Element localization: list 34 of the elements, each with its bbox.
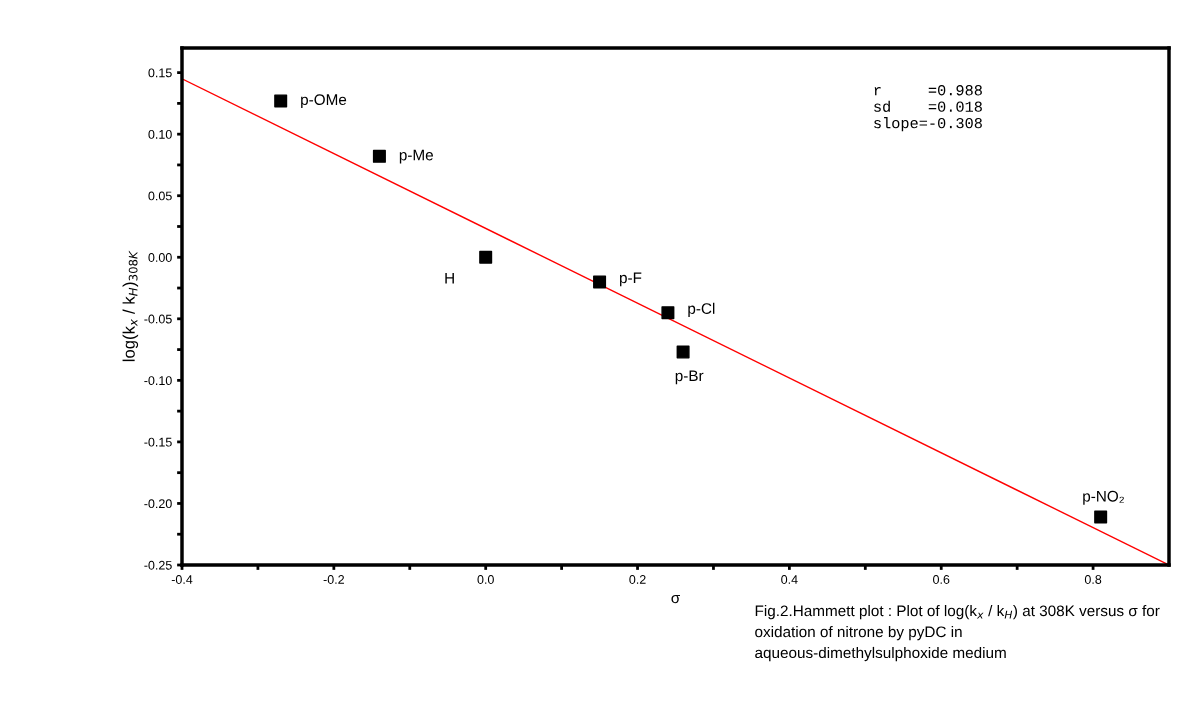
y-tick-label: 0.10 xyxy=(148,129,172,139)
text: Fig.2.Hammett plot : Plot of log(k$_{x}$ / k$_{H}$) at 308K versus σ for oxidation of nitrone by pyDC in aqueous-dimethylsulphoxide medium xyxy=(755,605,1160,662)
point xyxy=(479,250,493,264)
annotation: p-Cl xyxy=(688,302,715,317)
y-tick-label: -0.25 xyxy=(144,560,172,570)
x-tick-label: -0.2 xyxy=(323,575,344,584)
annotation: p-Me xyxy=(399,149,433,164)
annotation: H xyxy=(445,272,454,284)
point xyxy=(661,306,675,320)
y-tick-label: 0.05 xyxy=(148,191,172,201)
y-tick-label: -0.15 xyxy=(144,437,172,447)
y-axis-title: log(k$_{x}$ / k$_{H}$)$_{308K}$ xyxy=(122,250,139,362)
annotation: p-Br xyxy=(675,370,704,385)
y-tick-label: -0.10 xyxy=(144,376,172,386)
x-axis-title: σ xyxy=(671,594,680,604)
point xyxy=(676,345,690,359)
y-tick-label: 0.00 xyxy=(148,253,172,262)
y-tick-label: 0.15 xyxy=(148,68,172,78)
annotation: r =0.988 sd =0.018 slope=-0.308 xyxy=(874,85,982,132)
point xyxy=(1094,510,1108,524)
x-tick-label: 0.2 xyxy=(629,575,646,584)
annotation: p-OMe xyxy=(301,94,347,109)
x-tick-label: 0.0 xyxy=(477,575,494,584)
x-tick-label: 0.4 xyxy=(781,575,798,584)
x-tick-label: -0.4 xyxy=(171,575,193,584)
annotation: p-NO₂ xyxy=(1083,490,1124,505)
y-tick-label: -0.05 xyxy=(144,314,172,324)
point xyxy=(274,94,288,108)
y-tick-label: -0.20 xyxy=(144,499,172,509)
x-tick-label: 0.6 xyxy=(933,575,950,584)
point xyxy=(372,149,386,163)
annotation: p-F xyxy=(620,272,642,287)
x-tick-label: 0.8 xyxy=(1084,575,1102,584)
point xyxy=(593,275,607,289)
